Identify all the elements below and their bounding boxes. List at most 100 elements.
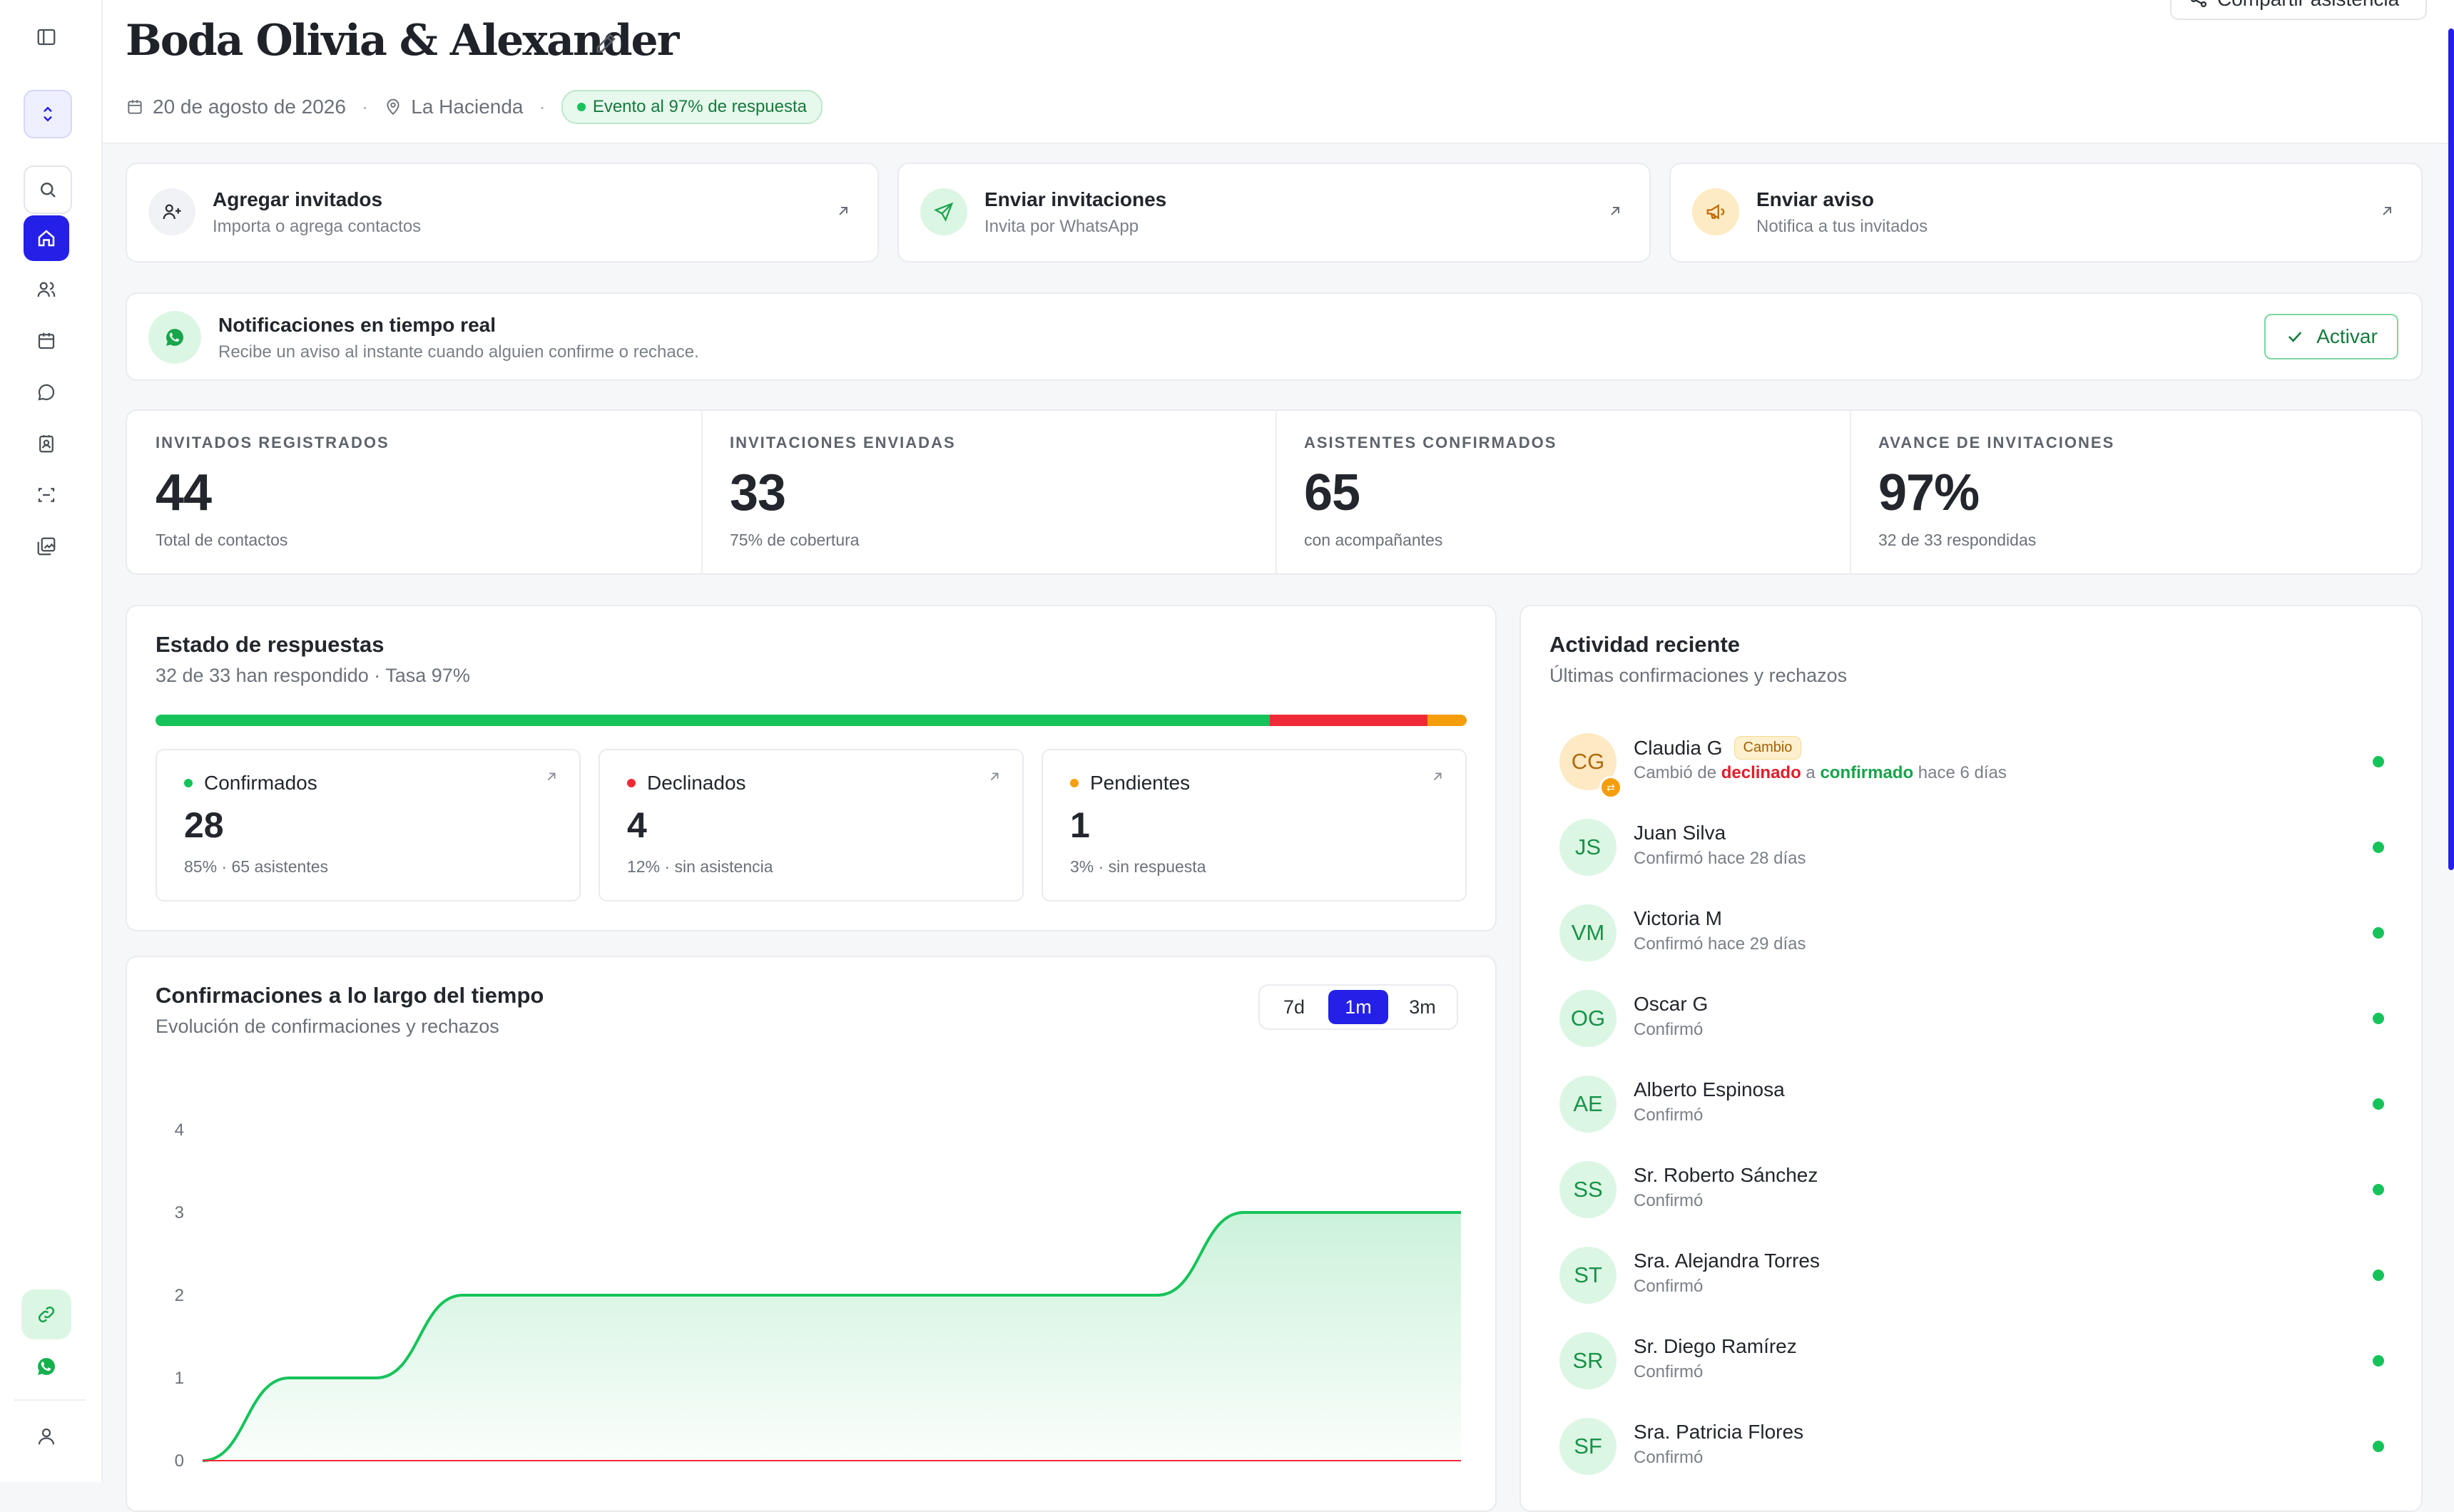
realtime-notifications-card: Notificaciones en tiempo real Recibe un … (126, 292, 2423, 381)
activity-name: Sr. Roberto Sánchez (1634, 1164, 1818, 1186)
quick-action-title: Enviar invitaciones (984, 188, 1167, 210)
swap-icon: ⇄ (1599, 776, 1622, 799)
bar-segment-confirmed (156, 715, 1271, 726)
quick-action-send-notice[interactable]: Enviar aviso Notifica a tus invitados (1669, 163, 2423, 262)
response-status-title: Estado de respuestas (156, 632, 385, 657)
y-tick-label: 2 (175, 1286, 184, 1305)
check-icon (2288, 332, 2302, 342)
add-user-icon (148, 188, 195, 235)
resp-label: Confirmados (204, 772, 317, 794)
send-icon (920, 188, 967, 235)
y-tick-label: 4 (175, 1120, 184, 1140)
y-tick-label: 0 (175, 1451, 184, 1471)
activity-name: Sr. Diego Ramírez (1634, 1335, 1797, 1357)
sidebar (0, 0, 103, 1482)
series-area (203, 1212, 1461, 1461)
pencil-icon[interactable] (594, 31, 618, 56)
contacts-icon[interactable] (24, 421, 69, 466)
resp-value: 28 (184, 805, 224, 845)
sidebar-toggle-icon[interactable] (24, 14, 69, 60)
event-location: La Hacienda (411, 96, 524, 118)
pending-card[interactable]: Pendientes 1 3% · sin respuesta (1042, 749, 1467, 901)
calendar-icon[interactable] (24, 318, 69, 364)
activity-name: Oscar G (1634, 993, 1709, 1015)
range-option-1m[interactable]: 1m (1328, 990, 1388, 1024)
activity-item[interactable]: SF Sra. Patricia Flores Confirmó (1521, 1404, 2421, 1489)
range-option-3m[interactable]: 3m (1409, 996, 1436, 1018)
arrow-up-right-icon (839, 207, 847, 215)
arrow-up-right-icon (2383, 207, 2391, 215)
home-icon[interactable] (24, 215, 69, 261)
stat-label: AVANCE DE INVITACIONES (1878, 434, 2115, 451)
y-tick-label: 1 (175, 1369, 184, 1388)
status-dot (2373, 1098, 2384, 1110)
avatar: SR (1559, 1332, 1617, 1389)
activity-item[interactable]: VM Victoria M Confirmó hace 29 días (1521, 890, 2421, 976)
status-dot (2373, 1013, 2384, 1024)
status-dot (2373, 1184, 2384, 1195)
gallery-icon[interactable] (24, 523, 69, 569)
share-icon (2191, 0, 2207, 8)
activity-item[interactable]: JS Juan Silva Confirmó hace 28 días (1521, 804, 2421, 890)
declined-card[interactable]: Declinados 4 12% · sin asistencia (599, 749, 1024, 901)
confirmed-card[interactable]: Confirmados 28 85% · 65 asistentes (156, 749, 581, 901)
calendar-icon (128, 100, 142, 114)
range-selector: 7d 1m 3m (1258, 984, 1458, 1030)
bar-segment-pending (1427, 715, 1467, 726)
event-switcher-button[interactable] (24, 90, 72, 138)
activity-item[interactable]: AE Alberto Espinosa Confirmó (1521, 1061, 2421, 1147)
status-dot (2373, 842, 2384, 853)
status-dot (2373, 1355, 2384, 1367)
whatsapp-icon[interactable] (24, 1344, 69, 1389)
avatar: SS (1559, 1161, 1617, 1218)
bar-segment-declined (1270, 715, 1427, 726)
activity-item[interactable]: SS Sr. Roberto Sánchez Confirmó (1521, 1147, 2421, 1232)
activity-name: Victoria M (1634, 907, 1722, 929)
confirmations-chart: 0 1 2 3 4 (175, 1120, 1461, 1471)
response-progress-bar (156, 715, 1467, 726)
quick-action-send-invitations[interactable]: Enviar invitaciones Invita por WhatsApp (897, 163, 1651, 262)
chat-icon[interactable] (24, 369, 69, 415)
change-tag: Cambio (1733, 736, 1802, 760)
range-option-7d[interactable]: 7d (1283, 996, 1305, 1018)
activate-label: Activar (2316, 325, 2378, 347)
status-dot (1070, 779, 1079, 787)
stat-value: 65 (1304, 464, 1360, 521)
search-icon[interactable] (24, 165, 72, 214)
activity-name: Juan Silva (1634, 822, 1726, 844)
quick-action-subtitle: Importa o agrega contactos (213, 217, 422, 236)
share-label: Compartir asistencia (2217, 0, 2399, 11)
stat-divider (1850, 411, 1851, 573)
activity-item[interactable]: CG ⇄ Claudia G Cambio Cambió de declinado… (1521, 719, 2421, 804)
arrow-up-right-icon (1611, 207, 1619, 215)
notifications-title: Notificaciones en tiempo real (218, 314, 496, 336)
avatar: ST (1559, 1247, 1617, 1304)
scan-icon[interactable] (24, 472, 69, 518)
stat-label: INVITACIONES ENVIADAS (730, 434, 956, 451)
avatar: SF (1559, 1418, 1617, 1475)
page-scrollbar[interactable] (2448, 29, 2454, 870)
response-status-badge: Evento al 97% de respuesta (561, 90, 823, 124)
guests-icon[interactable] (24, 267, 69, 312)
resp-sub: 3% · sin respuesta (1070, 857, 1206, 876)
resp-value: 4 (627, 805, 647, 845)
activate-notifications-button[interactable]: Activar (2264, 314, 2398, 359)
status-dot (2373, 927, 2384, 939)
link-icon[interactable] (21, 1289, 71, 1339)
activity-name: Alberto Espinosa (1634, 1078, 1785, 1100)
notifications-subtitle: Recibe un aviso al instante cuando algui… (218, 342, 699, 362)
activity-item[interactable]: SR Sr. Diego Ramírez Confirmó (1521, 1318, 2421, 1404)
sidebar-divider (14, 1399, 86, 1401)
activity-item[interactable]: OG Oscar G Confirmó (1521, 976, 2421, 1061)
share-attendance-button[interactable]: Compartir asistencia (2170, 0, 2427, 20)
quick-action-add-guests[interactable]: Agregar invitados Importa o agrega conta… (126, 163, 879, 262)
activity-item[interactable]: ST Sra. Alejandra Torres Confirmó (1521, 1232, 2421, 1318)
activity-desc: Confirmó (1634, 1362, 1704, 1381)
activity-name: Sra. Patricia Flores (1634, 1421, 1804, 1443)
avatar: CG (1559, 733, 1617, 790)
activity-name: Sra. Alejandra Torres (1634, 1250, 1820, 1272)
stat-divider (1276, 411, 1277, 573)
stat-label: ASISTENTES CONFIRMADOS (1304, 434, 1557, 451)
stat-divider (701, 411, 703, 573)
user-icon[interactable] (24, 1414, 69, 1459)
